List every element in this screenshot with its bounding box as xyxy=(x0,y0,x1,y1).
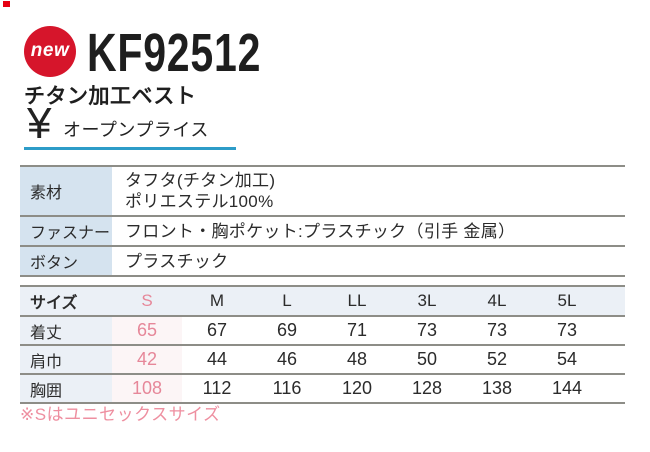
size-col-5l: 5L xyxy=(557,291,577,310)
new-badge-label: new xyxy=(30,39,70,61)
size-row-length-label: 着丈 xyxy=(20,317,112,344)
size-row-chest: 胸囲 108 112 116 120 128 138 144 xyxy=(20,375,625,404)
length-l: 69 xyxy=(276,320,298,340)
spec-value-material-line1: タフタ(チタン加工) xyxy=(125,171,276,190)
shoulder-4l: 52 xyxy=(486,349,508,369)
size-header-label: サイズ xyxy=(30,295,78,312)
shoulder-5l: 54 xyxy=(556,349,578,369)
spec-row-fastener: ファスナー フロント・胸ポケット:プラスチック（引手 金属） xyxy=(20,217,625,247)
chest-3l: 128 xyxy=(411,378,443,398)
spec-row-material: 素材 タフタ(チタン加工) ポリエステル100% xyxy=(20,167,625,217)
length-4l: 73 xyxy=(486,320,508,340)
size-row-shoulder: 肩巾 42 44 46 48 50 52 54 xyxy=(20,346,625,375)
price-underline xyxy=(24,147,236,150)
shoulder-l: 46 xyxy=(276,349,298,369)
length-m: 67 xyxy=(206,320,228,340)
shoulder-3l: 50 xyxy=(416,349,438,369)
unisex-size-note: ※Sはユニセックスサイズ xyxy=(20,405,221,424)
corner-red-mark xyxy=(3,1,10,7)
new-badge: new xyxy=(24,26,76,77)
size-col-l: L xyxy=(282,291,292,310)
size-col-3l: 3L xyxy=(417,291,437,310)
spec-value-material-line2: ポリエステル100% xyxy=(125,192,274,211)
chest-l: 116 xyxy=(272,378,302,398)
size-col-m: M xyxy=(209,291,225,310)
product-name: チタン加工ベスト xyxy=(24,85,197,108)
size-row-shoulder-label: 肩巾 xyxy=(20,346,112,373)
header-row-filler xyxy=(602,287,625,315)
spec-table: 素材 タフタ(チタン加工) ポリエステル100% ファスナー フロント・胸ポケッ… xyxy=(20,165,625,277)
chest-s: 108 xyxy=(112,375,182,402)
length-s: 65 xyxy=(112,317,182,344)
length-ll: 71 xyxy=(346,320,368,340)
chest-4l: 138 xyxy=(481,378,513,398)
shoulder-row-filler xyxy=(602,346,625,373)
spec-row-button: ボタン プラスチック xyxy=(20,247,625,277)
size-row-chest-label: 胸囲 xyxy=(20,375,112,402)
spec-value-fastener-line1: フロント・胸ポケット:プラスチック（引手 金属） xyxy=(125,221,516,241)
spec-value-fastener: フロント・胸ポケット:プラスチック（引手 金属） xyxy=(112,217,625,245)
chest-ll: 120 xyxy=(341,378,373,398)
length-row-filler xyxy=(602,317,625,344)
yen-symbol: ¥ xyxy=(27,99,52,148)
size-table-header-row: サイズ S M L LL 3L 4L 5L xyxy=(20,287,625,317)
length-3l: 73 xyxy=(416,320,438,340)
size-col-s: S xyxy=(141,291,153,310)
chest-row-filler xyxy=(602,375,625,402)
shoulder-m: 44 xyxy=(206,349,228,369)
chest-m: 112 xyxy=(202,378,232,398)
size-row-length: 着丈 65 67 69 71 73 73 73 xyxy=(20,317,625,346)
spec-value-button: プラスチック xyxy=(112,247,625,275)
chest-5l: 144 xyxy=(551,378,583,398)
shoulder-s: 42 xyxy=(112,346,182,373)
size-col-ll: LL xyxy=(347,291,367,310)
size-col-4l: 4L xyxy=(487,291,507,310)
spec-label-fastener: ファスナー xyxy=(20,217,112,245)
shoulder-ll: 48 xyxy=(346,349,368,369)
price-label: オープンプライス xyxy=(63,120,209,140)
spec-value-material: タフタ(チタン加工) ポリエステル100% xyxy=(112,167,625,215)
spec-value-button-line1: プラスチック xyxy=(125,251,229,271)
length-5l: 73 xyxy=(556,320,578,340)
size-table: サイズ S M L LL 3L 4L 5L 着丈 65 67 69 71 73 … xyxy=(20,285,625,404)
spec-label-material: 素材 xyxy=(20,167,112,215)
product-code: KF92512 xyxy=(87,23,262,83)
spec-label-button: ボタン xyxy=(20,247,112,275)
